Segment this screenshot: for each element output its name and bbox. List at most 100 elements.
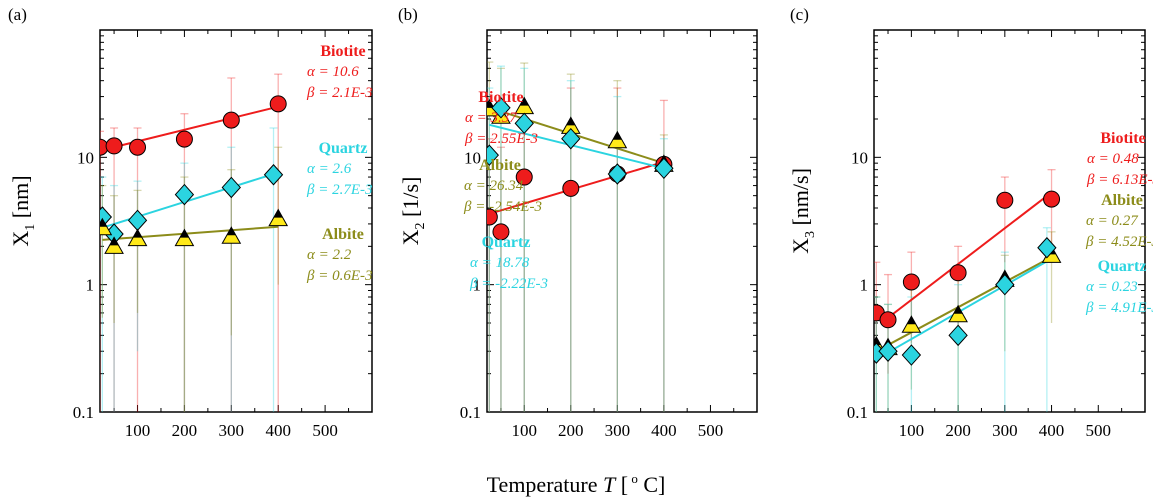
x-axis-label-open: [	[615, 472, 628, 497]
y-axis-label: X2 [1/s]	[398, 177, 428, 246]
data-point	[562, 179, 580, 197]
chart-panel-3: 0.1 1 10 100 200 300 400 500 (c) X3 [nm/s] Biotite…	[788, 5, 1153, 440]
data-point	[175, 130, 193, 148]
triangle-marker-top	[953, 305, 963, 314]
data-point	[221, 176, 241, 199]
x-tick-label: 300	[992, 421, 1018, 440]
triangle-marker-top	[566, 117, 576, 126]
y-axis-label-main: X	[398, 229, 423, 245]
data-point	[269, 95, 287, 113]
x-axis-label-var: T	[603, 472, 617, 497]
plot-frame	[873, 29, 1146, 413]
x-tick-label: 300	[219, 421, 245, 440]
panel-letter: (b)	[398, 5, 418, 24]
annotation-name: Biotite	[1100, 130, 1145, 147]
data-point	[607, 130, 628, 149]
data-point	[487, 144, 500, 166]
triangle-marker-top	[100, 218, 107, 227]
data-point	[487, 208, 498, 226]
y-axis-label: X3 [nm/s]	[788, 168, 818, 254]
data-point	[901, 344, 922, 366]
data-point	[492, 223, 510, 241]
data-point	[901, 315, 922, 333]
triangle-marker-top	[273, 209, 283, 218]
annotation-biotite: Biotite α = 10.6 β = 2.1E-3	[306, 43, 373, 101]
data-point	[268, 208, 289, 227]
y-axis-label-main: X	[8, 231, 33, 247]
annotation-name: Quartz	[1098, 258, 1147, 275]
x-tick-label: 500	[698, 421, 724, 440]
x-tick-label: 200	[945, 421, 971, 440]
y-tick-label: 1	[860, 276, 869, 295]
annotation-albite: Albite α = 0.27 β = 4.52E-3	[1085, 192, 1153, 250]
y-axis-label: X1 [nm]	[8, 175, 38, 246]
triangle-marker-top	[132, 229, 143, 238]
data-layer	[487, 61, 674, 412]
data-point	[127, 209, 148, 232]
annotation-alpha: α = 26.34	[464, 178, 524, 194]
annotation-alpha: α = 2.2	[307, 247, 352, 263]
data-point	[996, 191, 1014, 209]
x-axis-label: Temperature T [ o C]	[487, 471, 666, 497]
panel-letter: (a)	[8, 5, 27, 24]
y-tick-label: 10	[851, 148, 868, 167]
y-axis-label-sub: 3	[803, 231, 818, 238]
data-point	[654, 157, 674, 180]
data-point	[221, 226, 242, 244]
triangle-marker-top	[487, 99, 494, 108]
triangle-marker-top	[906, 316, 916, 325]
annotation-biotite: Biotite α = 3.37 β = 2.55E-3	[464, 89, 538, 147]
annotation-name: Albite	[1101, 192, 1143, 209]
data-point	[105, 137, 123, 155]
chart-panel-2: 0.1 1 10 100 200 300 400 500 (b) X2 [1/s] Biotite α…	[398, 5, 758, 440]
annotation-quartz: Quartz α = 18.78 β = -2.22E-3	[469, 234, 548, 292]
x-tick-label: 400	[1039, 421, 1065, 440]
y-tick-label: 1	[86, 276, 95, 295]
x-tick-label: 100	[125, 421, 151, 440]
annotation-albite: Albite α = 26.34 β = -2.54E-3	[463, 157, 542, 215]
annotation-beta: β = 4.91E-3	[1085, 300, 1153, 316]
annotation-biotite: Biotite α = 0.48 β = 6.13E-3	[1086, 130, 1153, 188]
x-axis-label-close: C]	[638, 472, 666, 497]
x-tick-label: 300	[605, 421, 631, 440]
fit-line	[102, 225, 279, 241]
x-tick-label: 500	[312, 421, 338, 440]
x-tick-label: 400	[651, 421, 677, 440]
y-axis-label-sub: 1	[23, 224, 38, 231]
annotation-alpha: α = 10.6	[307, 64, 359, 80]
annotation-alpha: α = 0.23	[1086, 279, 1138, 295]
triangle-marker-top	[612, 131, 622, 140]
annotation-name: Albite	[322, 226, 364, 243]
y-axis-label-unit: [1/s]	[398, 177, 423, 223]
y-tick-label: 10	[77, 148, 94, 167]
data-point	[174, 183, 195, 206]
data-point	[100, 138, 109, 156]
panel-letter: (c)	[790, 5, 809, 24]
fit-line	[875, 257, 1053, 361]
data-point	[104, 236, 124, 254]
triangle-marker-top	[226, 227, 236, 236]
data-point	[222, 111, 240, 129]
x-tick-label: 200	[558, 421, 584, 440]
data-point	[100, 217, 113, 236]
data-point	[902, 273, 920, 291]
data-point	[948, 324, 968, 347]
x-tick-label: 100	[899, 421, 925, 440]
data-point	[561, 127, 581, 150]
annotation-beta: β = 0.6E-3	[306, 268, 373, 284]
triangle-marker-top	[109, 237, 119, 246]
y-tick-label: 1	[473, 276, 482, 295]
annotation-albite: Albite α = 2.2 β = 0.6E-3	[306, 226, 373, 284]
triangle-marker-top	[519, 97, 529, 106]
data-point	[879, 311, 897, 329]
y-tick-label: 0.1	[847, 403, 868, 422]
annotation-beta: β = -2.54E-3	[463, 199, 542, 215]
annotation-quartz: Quartz α = 2.6 β = 2.7E-3	[306, 140, 373, 198]
annotation-beta: β = 2.1E-3	[306, 85, 373, 101]
fit-line	[875, 256, 1053, 353]
data-point	[174, 228, 195, 247]
annotation-alpha: α = 3.37	[465, 110, 518, 126]
fit-line	[100, 105, 279, 152]
data-point	[949, 264, 967, 282]
fit-line	[887, 191, 1053, 319]
